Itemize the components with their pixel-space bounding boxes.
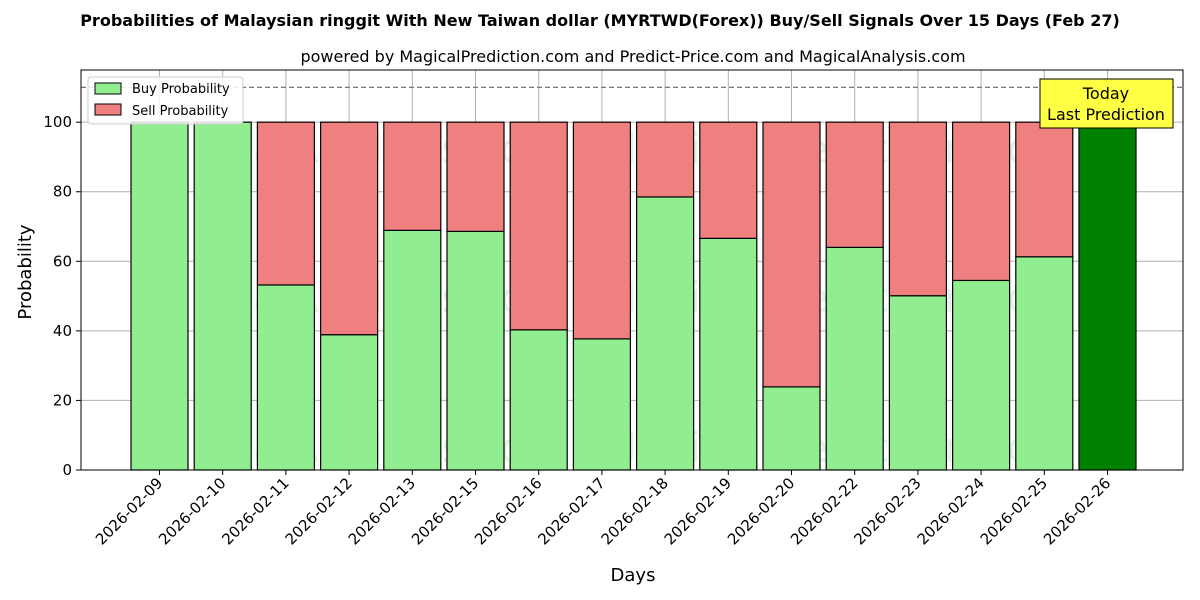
buy-bar [256,284,315,471]
x-tick-label: 2026-02-20 [724,474,798,548]
y-tick-label: 0 [62,461,72,479]
legend-box [87,76,244,125]
legend-sell-swatch [94,103,122,116]
x-tick-label: 2026-02-16 [471,474,545,548]
sell-bar [888,121,948,297]
x-tick-label: 2026-02-24 [914,474,988,548]
sell-bar [509,121,568,331]
buy-bar [383,229,442,471]
sell-bar [635,121,695,198]
legend-buy-label: Buy Probability [132,82,230,97]
buy-bar [825,246,884,471]
sell-bar [256,121,315,286]
chart-title: Probabilities of Malaysian ringgit With … [80,11,1120,30]
y-axis-label: Probability [15,224,36,319]
x-tick-label: 2026-02-22 [787,474,861,548]
y-tick-label: 80 [53,183,72,201]
x-tick-label: 2026-02-17 [534,474,608,548]
x-tick-label: 2026-02-26 [1040,474,1114,548]
x-tick-label: 2026-02-13 [345,474,419,548]
x-tick-label: 2026-02-15 [408,474,482,548]
buy-bar [572,338,632,471]
x-tick-label: 2026-02-11 [218,474,292,548]
sell-bar [951,121,1011,282]
sell-bar [383,121,442,231]
sell-bar [825,121,884,248]
buy-bar [193,121,252,471]
bars [130,121,1137,471]
x-tick-label: 2026-02-23 [850,474,924,548]
last-prediction-label: Last Prediction [1047,105,1165,124]
x-tick-label: 2026-02-25 [977,474,1051,548]
x-axis-ticks: 2026-02-092026-02-102026-02-112026-02-12… [92,470,1114,548]
sell-bar [699,121,758,239]
x-axis-label: Days [611,565,656,586]
buy-bar [762,386,821,471]
x-tick-label: 2026-02-12 [282,474,356,548]
sell-bar [446,121,505,232]
y-tick-label: 60 [53,252,72,270]
sell-bar [1015,121,1074,258]
x-tick-label: 2026-02-10 [155,474,229,548]
sell-bar [320,121,379,336]
buy-bar [1015,256,1074,471]
sell-bar [762,121,821,388]
x-tick-label: 2026-02-19 [661,474,735,548]
sell-bar [572,121,632,340]
buy-bar [888,295,948,471]
buy-bar [1078,121,1137,471]
buy-bar [951,279,1011,471]
y-axis-ticks: 0 20 40 60 80 100 [43,113,81,479]
today-annotation: Today Last Prediction [1039,78,1174,129]
y-tick-label: 40 [53,322,72,340]
x-tick-label: 2026-02-18 [598,474,672,548]
legend: Buy Probability Sell Probability [87,76,244,125]
buy-bar [320,334,379,471]
buy-bar [446,230,505,471]
buy-bar [509,329,568,471]
chart-subtitle: powered by MagicalPrediction.com and Pre… [300,47,965,66]
buy-bar [635,196,695,471]
legend-buy-swatch [94,82,122,95]
x-tick-label: 2026-02-09 [92,474,166,548]
y-tick-label: 100 [43,113,72,131]
plot-frame [80,69,1184,471]
today-box [1039,78,1174,129]
legend-sell-label: Sell Probability [132,104,229,119]
today-label: Today [1082,84,1129,103]
buy-bar [699,237,758,471]
buy-bar [130,121,189,471]
y-tick-label: 20 [53,391,72,409]
